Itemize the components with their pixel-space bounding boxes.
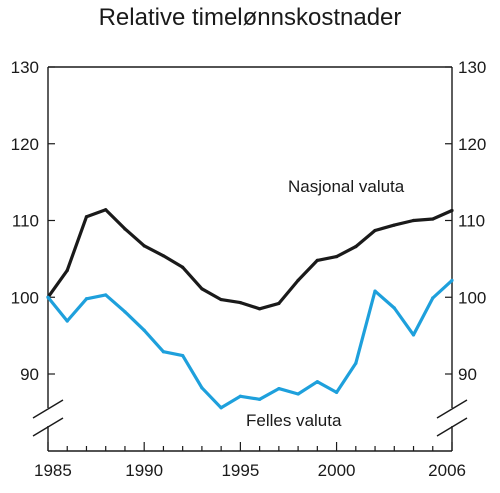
series-1-point-2000 (334, 390, 339, 395)
series-0-point-1986 (65, 268, 69, 272)
series-1-point-1994 (219, 406, 223, 410)
series-1-point-1987 (84, 297, 89, 301)
x-tick-label-1995: 1995 (221, 461, 259, 480)
series-0-point-2003 (392, 223, 396, 227)
right-axis-break-mark (436, 399, 468, 419)
series-1-point-1989 (123, 310, 127, 314)
chart-annotations: Nasjonal valuta Felles valuta (246, 177, 405, 430)
series-0-point-1995 (238, 301, 242, 305)
chart-title: Relative timelønnskostnader (99, 4, 402, 31)
x-tick-label-1990: 1990 (125, 461, 163, 480)
y-tick-label-left-100: 100 (11, 288, 39, 307)
chart-series (46, 208, 454, 410)
series-0-point-1999 (315, 258, 319, 263)
series-1-point-2004 (411, 333, 416, 337)
series-1-point-1990 (142, 328, 146, 332)
series-0-point-1987 (84, 215, 89, 219)
series-line-1 (46, 279, 454, 410)
series-1-point-1998 (296, 392, 300, 396)
series-0-point-2006 (450, 208, 454, 213)
series-0-point-1998 (296, 278, 300, 282)
series-1-point-1988 (104, 293, 108, 297)
series-0-point-1996 (258, 307, 262, 311)
series-1-point-2001 (354, 361, 358, 365)
y-tick-label-right-110: 110 (458, 212, 485, 231)
right-axis-break-mark (436, 417, 468, 437)
series-0-point-1994 (219, 297, 223, 302)
series-line-0 (46, 208, 453, 311)
y-tick-label-right-130: 130 (458, 58, 486, 77)
series-1-point-1999 (315, 380, 319, 384)
chart-ticks: 90 90 100 100 110 110 120 120 130 130 1985 1990 1995… (11, 58, 487, 480)
series-1-point-1985 (46, 295, 50, 299)
series-1-point-1995 (238, 394, 242, 398)
series-0-point-1993 (200, 287, 204, 291)
left-axis-break-mark (32, 417, 64, 437)
series-1-point-1993 (200, 386, 204, 390)
series-0-point-2004 (411, 218, 416, 223)
series-0-point-2001 (354, 244, 358, 249)
series-1-point-1992 (181, 353, 185, 358)
y-tick-label-right-100: 100 (458, 288, 486, 307)
series-0-point-1990 (142, 244, 146, 248)
series-label-felles-valuta: Felles valuta (246, 411, 342, 430)
series-0-point-2000 (334, 254, 339, 259)
series-1-point-2002 (373, 289, 377, 293)
left-axis-break-mark (32, 399, 64, 419)
series-1-point-2006 (450, 278, 454, 282)
y-tick-label-right-90: 90 (458, 365, 477, 384)
y-tick-label-left-110: 110 (12, 212, 39, 231)
series-label-nasjonal-valuta: Nasjonal valuta (288, 177, 405, 196)
x-tick-label-1985: 1985 (34, 461, 72, 480)
series-1-point-2003 (392, 306, 396, 310)
series-1-point-1991 (161, 350, 166, 354)
series-1-point-1997 (277, 386, 281, 391)
series-0-point-2005 (431, 217, 435, 221)
y-tick-label-left-130: 130 (11, 58, 39, 77)
y-tick-label-left-90: 90 (20, 365, 39, 384)
series-0-point-1989 (123, 227, 127, 231)
series-0-point-1997 (277, 301, 281, 305)
series-0-point-1988 (104, 208, 108, 212)
y-tick-label-left-120: 120 (11, 135, 39, 154)
y-tick-label-right-120: 120 (458, 135, 486, 154)
chart-axes (32, 66, 468, 452)
series-0-point-1991 (161, 254, 166, 258)
series-1-point-1996 (258, 397, 262, 401)
series-0-point-1992 (181, 265, 185, 269)
series-1-point-2005 (431, 296, 435, 300)
series-1-point-1986 (65, 319, 69, 323)
x-tick-label-2000: 2000 (318, 461, 356, 480)
x-tick-label-2006: 2006 (428, 461, 466, 480)
series-0-point-2002 (373, 228, 377, 233)
